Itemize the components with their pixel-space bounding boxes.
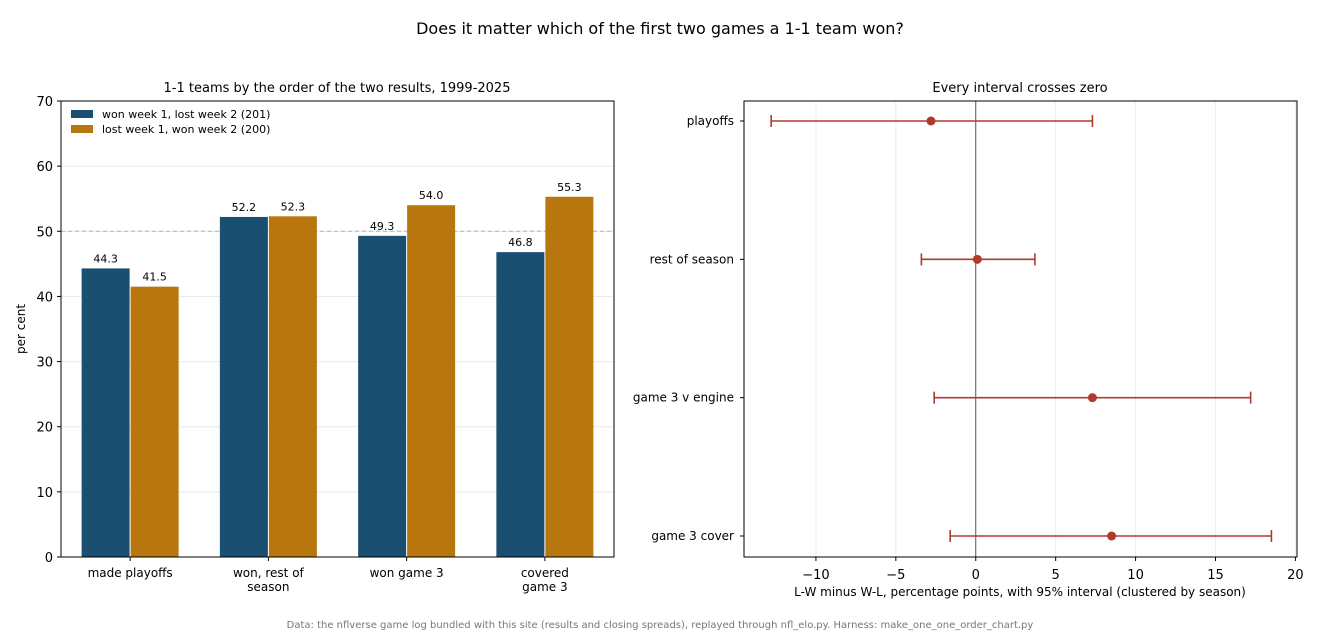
y-tick-label: 60 [36,160,53,175]
bar-value-label: 55.3 [557,181,582,194]
x-tick-label: −5 [886,568,905,583]
bar-value-label: 49.3 [370,220,395,233]
interval-chart-x-ticks: −10 −5 0 5 10 15 20 [802,557,1304,583]
x-tick-label: −10 [802,568,829,583]
x-tick-label: covered [521,566,569,580]
bar [81,268,130,557]
bar-value-label: 44.3 [93,252,118,265]
legend-label: lost week 1, won week 2 (200) [102,123,270,136]
y-tick-label: game 3 v engine [633,391,734,405]
point-estimate [1107,531,1117,541]
legend-swatch [71,110,93,118]
x-tick-label: 5 [1052,568,1060,583]
footer-note: Data: the nflverse game log bundled with… [287,620,1034,631]
bar [268,216,317,557]
x-tick-label: season [247,580,289,594]
bar [219,216,268,557]
figure-title: Does it matter which of the first two ga… [416,19,904,38]
legend-label: won week 1, lost week 2 (201) [102,108,270,121]
interval-chart-y-ticks: playoffs rest of season game 3 v engine gam… [633,114,744,543]
bar [130,286,179,557]
bar [545,196,594,557]
bar-value-label: 52.3 [281,200,306,213]
interval-chart-title: Every interval crosses zero [932,81,1107,96]
legend-swatch [71,125,93,133]
y-tick-label: 40 [36,290,53,305]
point-estimate [972,254,982,264]
bar-value-label: 46.8 [508,236,533,249]
interval-chart-frame [743,100,1298,558]
x-tick-label: won, rest of [233,566,305,580]
y-tick-label: 50 [36,225,53,240]
bar [358,235,407,558]
point-estimate [926,116,936,126]
bar-chart-bars [81,196,594,558]
bar-chart-value-labels: 44.3 41.5 52.2 52.3 49.3 54.0 46.8 55.3 [93,181,581,284]
y-tick-label: game 3 cover [651,529,734,543]
x-tick-label: 15 [1207,568,1224,583]
point-estimate [1087,393,1097,403]
interval-chart-marks [770,115,1273,542]
y-tick-label: 30 [36,356,53,371]
x-tick-label: won game 3 [370,566,444,580]
interval-chart-panel: Every interval crosses zero L-W minus W-… [633,81,1304,599]
y-tick-label: 10 [36,486,53,501]
y-tick-label: playoffs [687,114,734,128]
bar [496,252,545,558]
y-tick-label: 0 [45,551,53,566]
bar-value-label: 41.5 [142,271,167,284]
y-tick-label: 20 [36,421,53,436]
bar-value-label: 54.0 [419,189,444,202]
x-tick-label: 20 [1287,568,1304,583]
bar-chart-y-ticks: 0 10 20 30 40 50 60 70 [36,95,61,566]
y-tick-label: rest of season [650,252,734,266]
bar-value-label: 52.2 [232,201,257,214]
x-tick-label: made playoffs [88,566,173,580]
bar [407,205,456,557]
bar-chart-title: 1-1 teams by the order of the two result… [164,81,511,96]
x-tick-label: 10 [1127,568,1144,583]
interval-chart-gridlines [815,101,1296,557]
y-tick-label: 70 [36,95,53,110]
x-tick-label: game 3 [522,580,568,594]
bar-chart-y-axis-label: per cent [14,304,28,354]
bar-chart-panel: 1-1 teams by the order of the two result… [14,81,615,594]
bar-chart-legend: won week 1, lost week 2 (201) lost week 1… [71,108,270,136]
bar-chart-frame [60,100,615,558]
interval-chart-x-axis-label: L-W minus W-L, percentage points, with 9… [794,585,1246,599]
x-tick-label: 0 [972,568,980,583]
